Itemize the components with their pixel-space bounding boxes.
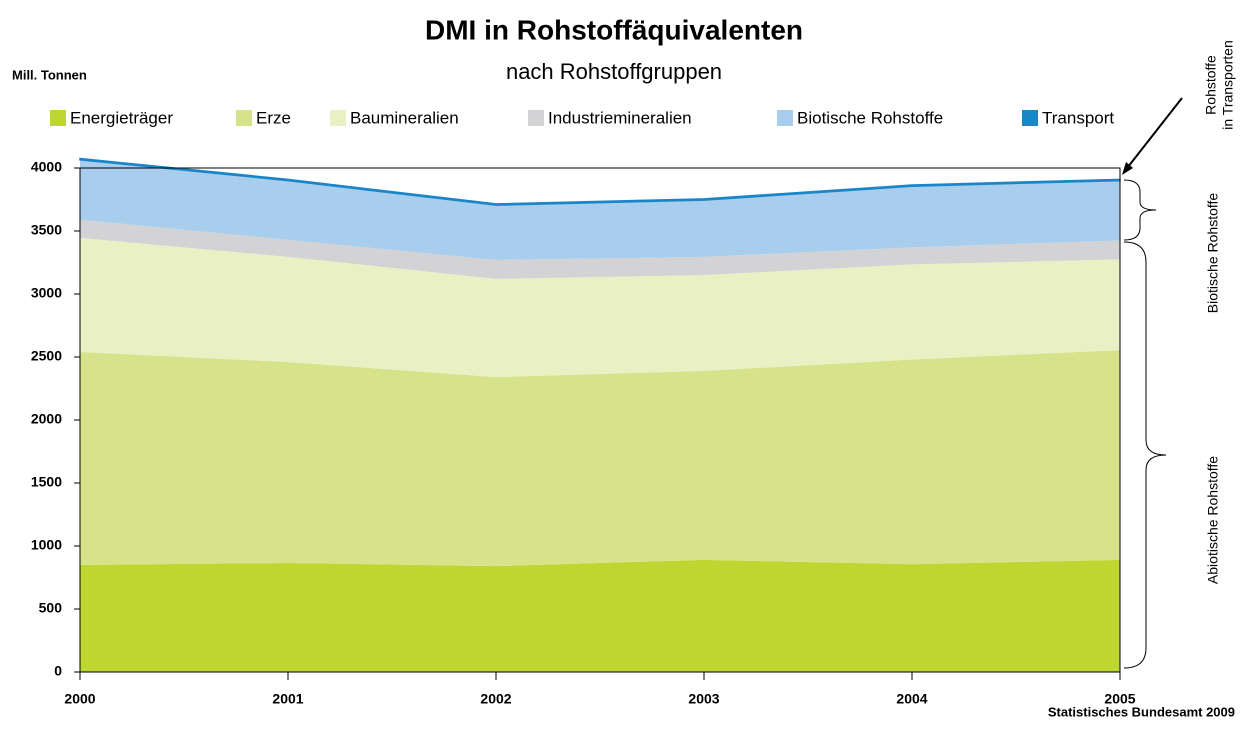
x-tick-label: 2001 <box>272 691 303 707</box>
area <box>80 559 1120 672</box>
y-tick-label: 500 <box>39 600 63 616</box>
x-tick-label: 2003 <box>688 691 719 707</box>
y-tick-label: 1000 <box>31 537 62 553</box>
legend-swatch <box>528 110 544 126</box>
legend-swatch <box>330 110 346 126</box>
x-tick-label: 2000 <box>64 691 95 707</box>
y-tick-label: 1500 <box>31 474 62 490</box>
y-tick-label: 3000 <box>31 285 62 301</box>
x-tick-label: 2005 <box>1104 691 1135 707</box>
legend-swatch <box>777 110 793 126</box>
area <box>80 350 1120 567</box>
y-tick-label: 4000 <box>31 159 62 175</box>
y-tick-label: 0 <box>54 663 62 679</box>
annotation: Abiotische Rohstoffe <box>1205 456 1221 584</box>
y-tick-label: 2500 <box>31 348 62 364</box>
y-axis-label: Mill. Tonnen <box>12 67 87 82</box>
legend-label: Transport <box>1042 108 1114 127</box>
annotation: in Transporten <box>1220 40 1236 130</box>
bracket <box>1123 179 1157 241</box>
legend-label: Baumineralien <box>350 108 459 127</box>
legend-swatch <box>50 110 66 126</box>
y-tick-label: 2000 <box>31 411 62 427</box>
x-tick-label: 2004 <box>896 691 927 707</box>
area <box>80 219 1120 279</box>
legend-label: Industriemineralien <box>548 108 692 127</box>
annotation: Biotische Rohstoffe <box>1205 193 1221 314</box>
annotation: Rohstoffe <box>1203 55 1219 115</box>
legend-label: Biotische Rohstoffe <box>797 108 943 127</box>
arrow <box>1123 97 1183 173</box>
x-tick-label: 2002 <box>480 691 511 707</box>
legend-label: Energieträger <box>70 108 173 127</box>
chart-title: DMI in Rohstoffäquivalenten <box>425 14 803 45</box>
chart-subtitle: nach Rohstoffgruppen <box>506 59 722 84</box>
bracket <box>1123 241 1167 669</box>
legend-swatch <box>1022 110 1038 126</box>
area <box>80 159 1120 260</box>
legend-label: Erze <box>256 108 291 127</box>
area <box>80 237 1120 378</box>
arrow-head <box>1122 162 1133 175</box>
source: Statistisches Bundesamt 2009 <box>1048 704 1235 719</box>
legend-swatch <box>236 110 252 126</box>
y-tick-label: 3500 <box>31 222 62 238</box>
